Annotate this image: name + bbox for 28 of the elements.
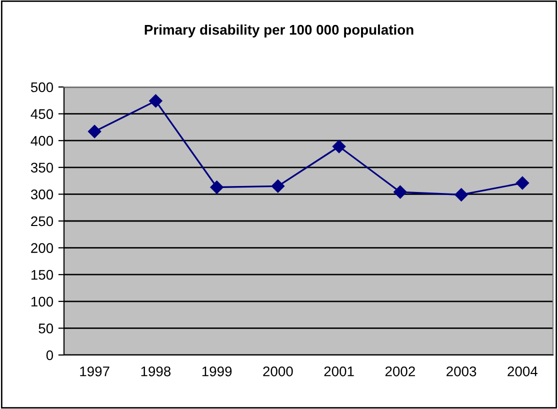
x-tick-label: 2003 [446,366,476,376]
y-tick-label: 100 [31,296,54,307]
x-tick-label: 2002 [385,366,415,376]
point [332,140,346,154]
x-tick-label: 1998 [141,366,171,376]
y-tick-label: 350 [30,162,54,173]
point [454,188,468,202]
x-tick-label: 2000 [263,366,293,376]
x-tick-label: 2001 [324,366,354,376]
y-tick-label: 500 [30,82,54,92]
y-tick-label: 400 [30,136,54,146]
point [271,180,285,193]
y-tick-label: 0 [46,350,54,360]
point [210,180,224,194]
chart-title: Primary disability per 100 000 population [144,24,414,38]
y-tick-label: 200 [31,243,54,253]
y-tick-label: 150 [31,270,54,280]
x-tick-label: 1997 [80,366,110,376]
point [88,124,102,138]
y-tick-label: 50 [38,324,54,334]
point [149,94,162,108]
y-tick-label: 250 [31,216,54,226]
x-tick-label: 2004 [508,366,538,376]
y-tick-label: 450 [30,109,54,119]
point [516,176,530,190]
x-tick-label: 1999 [202,366,232,376]
y-tick-label: 300 [30,190,54,200]
point [394,185,407,199]
